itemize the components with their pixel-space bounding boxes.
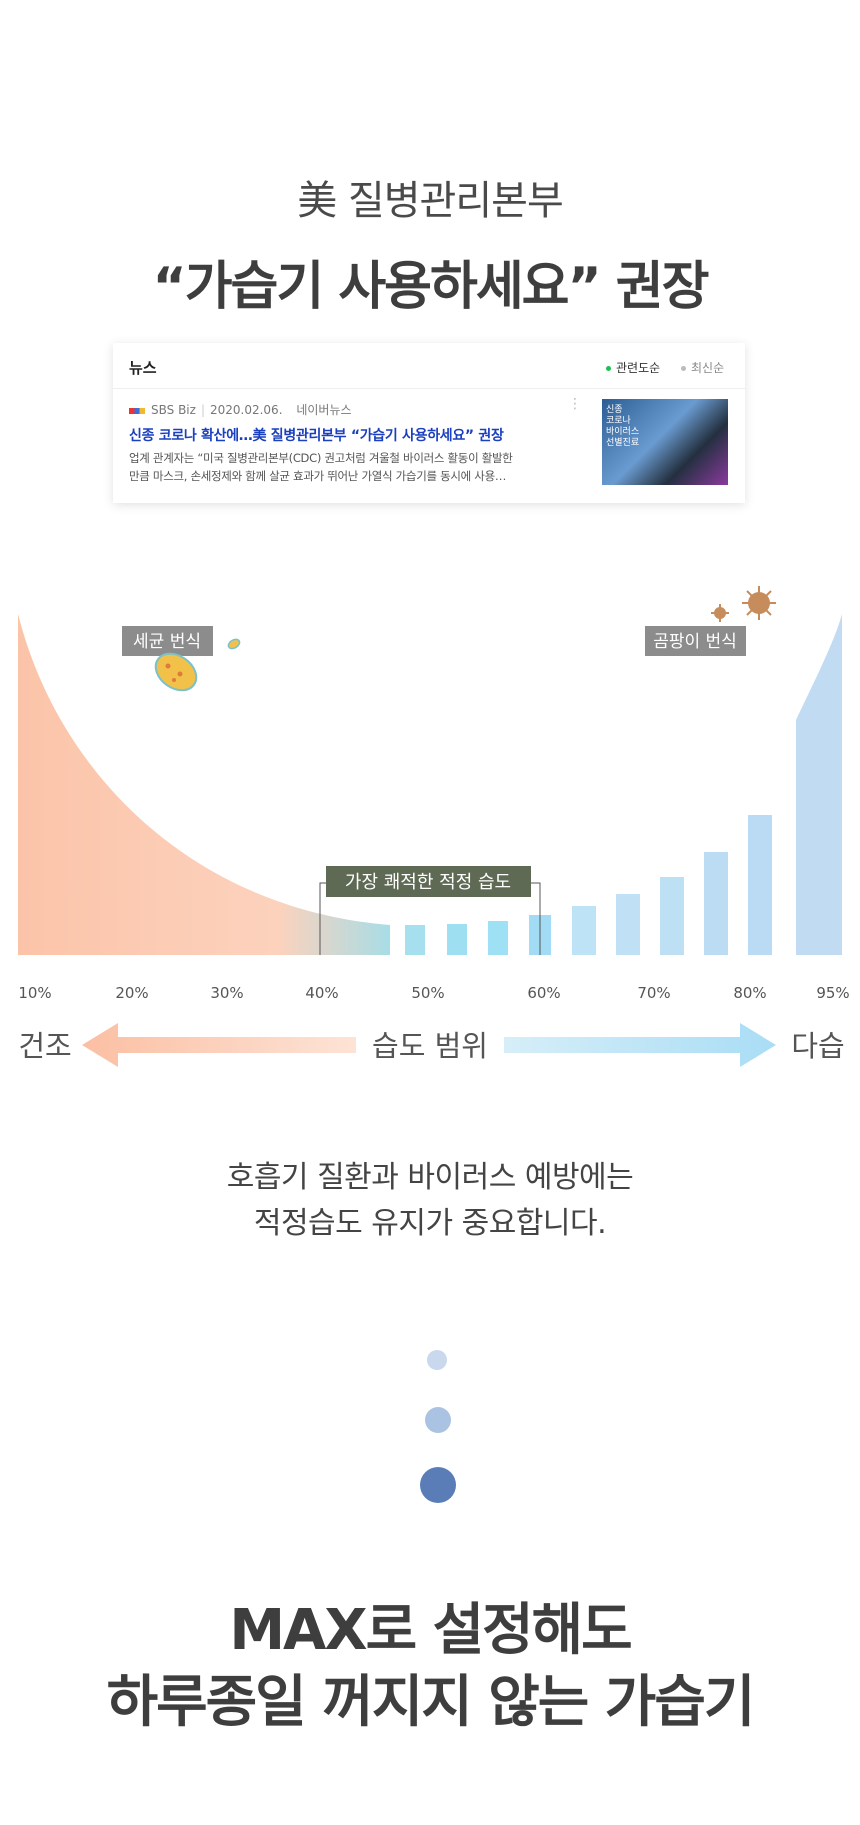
humidity-bars: [405, 614, 842, 955]
news-thumbnail[interactable]: 신종 코로나 바이러스 선별진료: [602, 399, 728, 485]
news-source-line: SBS Biz | 2020.02.06. 네이버뉴스: [129, 401, 352, 418]
optimal-range-bracket: [530, 882, 541, 955]
humidity-bar: [704, 852, 728, 955]
news-snippet-line: 만큼 마스크, 손세정제와 함께 살균 효과가 뛰어난 가열식 가습기를 동시에…: [129, 469, 507, 483]
humidity-axis-ticks: 10% 20% 30% 40% 50% 60% 70% 80% 95%: [18, 984, 849, 1002]
thumbnail-text: 신종 코로나 바이러스 선별진료: [606, 405, 640, 448]
bacteria-icon: [154, 638, 241, 692]
sort-option-label: 최신순: [691, 361, 725, 375]
humidity-bar: [572, 906, 596, 955]
arrow-right-icon: [504, 1023, 776, 1067]
news-source[interactable]: SBS Biz: [151, 403, 196, 417]
range-label: 습도 범위: [372, 1029, 488, 1063]
humidity-bar: [748, 815, 772, 955]
closing-line: MAX로 설정해도: [229, 1598, 632, 1663]
arrow-left-icon: [82, 1023, 356, 1067]
tick-label: 60%: [527, 984, 560, 1002]
step-dot-icon: [427, 1350, 447, 1370]
humidity-bar: [447, 924, 467, 955]
tick-label: 95%: [816, 984, 849, 1002]
bacteria-label-bg: [122, 626, 213, 656]
news-section-label: 뉴스: [129, 359, 157, 377]
news-title-link[interactable]: 신종 코로나 확산에…美 질병관리본부 “가습기 사용하세요” 권장: [129, 428, 504, 444]
inactive-dot-icon: [681, 366, 686, 371]
optimal-label-bg: [326, 866, 531, 897]
news-item[interactable]: SBS Biz | 2020.02.06. 네이버뉴스 ⋮ 신종 코로나 확산에…美…: [113, 389, 745, 502]
news-snippet: 업계 관계자는 “미국 질병관리본부(CDC) 권고처럼 겨울철 바이러스 활동…: [129, 449, 579, 485]
dry-zone-curve: [18, 614, 390, 955]
sort-option-latest[interactable]: 최신순: [681, 359, 724, 376]
optimal-label: 가장 쾌적한 적정 습도: [345, 872, 511, 893]
news-date: 2020.02.06.: [209, 403, 283, 417]
humidity-bar: [405, 925, 425, 955]
news-card[interactable]: 뉴스 관련도순 최신순 SBS Biz | 2020.02.06. 네이버뉴스 ⋮ …: [113, 343, 745, 503]
humidity-bar-tall: [796, 614, 842, 955]
news-card-header: 뉴스 관련도순 최신순: [113, 343, 745, 389]
humidity-bar: [488, 921, 508, 955]
humidity-chart: 세균 번식 곰팡이 번식 가장 쾌적한 적정 습도 10% 20% 30% 40…: [18, 586, 850, 1067]
tick-label: 70%: [637, 984, 670, 1002]
mold-label-bg: [645, 626, 746, 656]
sort-option-label: 관련도순: [616, 361, 661, 375]
closing-headline: MAX로 설정해도 하루종일 꺼지지 않는 가습기: [0, 1595, 860, 1739]
humidity-bar: [616, 894, 640, 955]
humidity-caption: 호흡기 질환과 바이러스 예방에는 적정습도 유지가 중요합니다.: [0, 1155, 860, 1247]
page-headline: “가습기 사용하세요” 권장: [152, 257, 710, 317]
dry-label: 건조: [18, 1029, 71, 1063]
virus-icon: [711, 586, 776, 622]
humidity-bar: [660, 877, 684, 955]
caption-line: 적정습도 유지가 중요합니다.: [253, 1206, 607, 1241]
news-snippet-line: 업계 관계자는 “미국 질병관리본부(CDC) 권고처럼 겨울철 바이러스 활동…: [129, 451, 513, 465]
tick-label: 30%: [210, 984, 243, 1002]
news-portal[interactable]: 네이버뉴스: [296, 403, 352, 417]
press-logo-icon: [129, 407, 145, 414]
humid-label: 다습: [791, 1029, 844, 1063]
closing-line: 하루종일 꺼지지 않는 가습기: [106, 1670, 756, 1735]
tick-label: 50%: [411, 984, 444, 1002]
page-subtitle: 美 질병관리본부: [297, 178, 564, 224]
mold-label: 곰팡이 번식: [653, 632, 737, 652]
caption-line: 호흡기 질환과 바이러스 예방에는: [226, 1160, 634, 1195]
active-dot-icon: [606, 366, 611, 371]
more-vertical-icon[interactable]: ⋮: [568, 396, 582, 412]
bacteria-label: 세균 번식: [133, 632, 201, 652]
bubble-icon: [121, 754, 143, 776]
step-dot-icon: [425, 1407, 451, 1433]
step-dot-icon: [420, 1467, 456, 1503]
tick-label: 80%: [733, 984, 766, 1002]
tick-label: 10%: [18, 984, 51, 1002]
sort-option-related[interactable]: 관련도순: [606, 359, 660, 376]
tick-label: 20%: [115, 984, 148, 1002]
tick-label: 40%: [305, 984, 338, 1002]
